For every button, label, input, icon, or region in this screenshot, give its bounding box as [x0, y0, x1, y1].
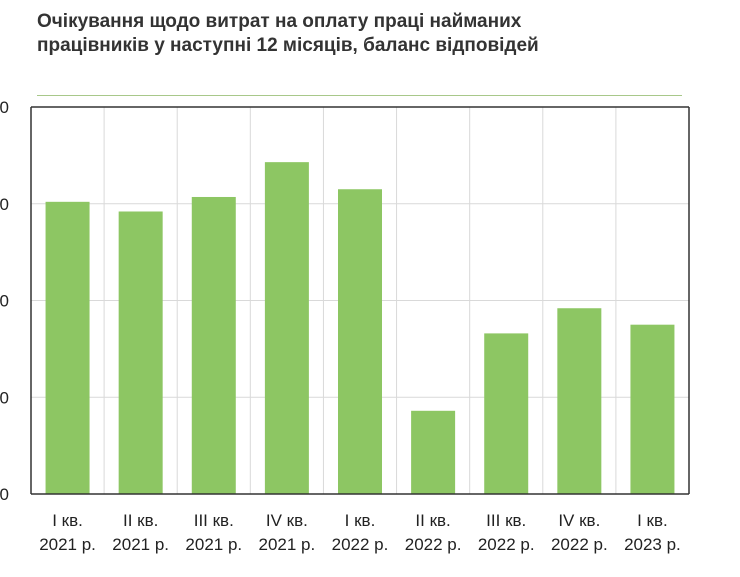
x-tick-label: IV кв. 2021 р.	[259, 511, 316, 554]
x-tick-label: IV кв. 2022 р.	[551, 511, 608, 554]
y-tick-label: 0	[0, 195, 9, 214]
title-divider	[37, 95, 682, 96]
x-axis-ticks: I кв. 2021 р.II кв. 2021 р.III кв. 2021 р.I…	[39, 511, 681, 554]
bar	[630, 324, 675, 494]
bars-layer	[45, 162, 675, 495]
bar	[411, 410, 456, 494]
x-tick-quarter: I кв.	[52, 511, 83, 530]
bar	[45, 201, 90, 494]
x-tick-year: 2022 р.	[332, 535, 389, 554]
x-tick-quarter: I кв.	[345, 511, 376, 530]
x-tick-quarter: III кв.	[486, 511, 526, 530]
x-tick-year: 2021 р.	[185, 535, 242, 554]
x-tick-quarter: IV кв.	[558, 511, 600, 530]
x-tick-year: 2022 р.	[405, 535, 462, 554]
bar	[484, 333, 529, 494]
y-axis-ticks: 0 0 0 0 0	[0, 98, 9, 504]
x-tick-quarter: II кв.	[415, 511, 450, 530]
y-tick-label: 0	[0, 388, 9, 407]
x-tick-year: 2021 р.	[39, 535, 96, 554]
bar	[191, 196, 236, 495]
x-tick-quarter: I кв.	[637, 511, 668, 530]
x-tick-year: 2023 р.	[624, 535, 681, 554]
y-tick-label: 0	[0, 485, 9, 504]
x-tick-label: III кв. 2021 р.	[185, 511, 242, 554]
bar	[118, 211, 163, 495]
x-tick-quarter: IV кв.	[266, 511, 308, 530]
chart-title: Очікування щодо витрат на оплату праці н…	[37, 11, 539, 56]
bar	[557, 308, 602, 494]
axes-layer	[30, 106, 690, 495]
y-tick-label: 0	[0, 292, 9, 311]
x-tick-year: 2022 р.	[551, 535, 608, 554]
x-tick-label: I кв. 2021 р.	[39, 511, 96, 554]
x-tick-label: I кв. 2023 р.	[624, 511, 681, 554]
x-tick-label: II кв. 2021 р.	[112, 511, 169, 554]
x-tick-quarter: II кв.	[123, 511, 158, 530]
x-tick-year: 2021 р.	[259, 535, 316, 554]
x-tick-quarter: III кв.	[194, 511, 234, 530]
x-tick-year: 2022 р.	[478, 535, 535, 554]
bar	[338, 189, 382, 495]
x-tick-label: III кв. 2022 р.	[478, 511, 535, 554]
bar	[264, 162, 309, 494]
y-tick-label: 0	[0, 98, 9, 117]
x-tick-label: I кв. 2022 р.	[332, 511, 389, 554]
x-tick-year: 2021 р.	[112, 535, 169, 554]
x-tick-label: II кв. 2022 р.	[405, 511, 462, 554]
